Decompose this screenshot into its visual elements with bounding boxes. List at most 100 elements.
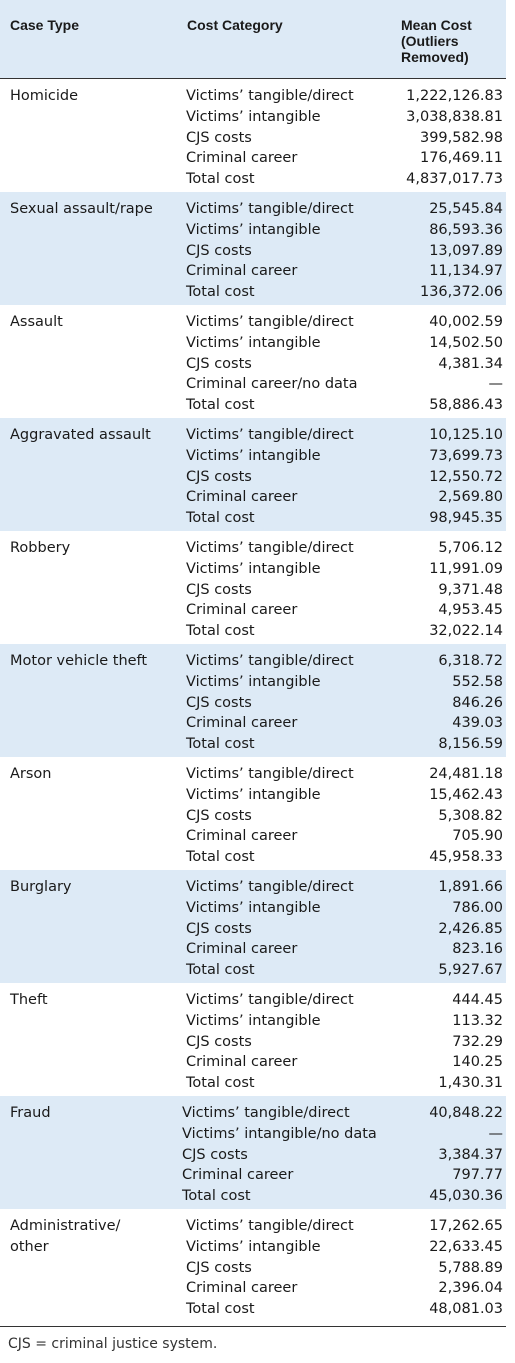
cost-table: Case Type Cost Category Mean Cost (Outli…	[0, 0, 506, 1327]
table-bottom-rule	[0, 1326, 506, 1327]
mean-cost-value: 4,953.45	[438, 602, 503, 619]
case-type-label: Aggravated assault	[10, 427, 151, 443]
cost-category-label: CJS costs	[186, 581, 252, 598]
mean-cost-value: 5,927.67	[438, 962, 503, 979]
cost-category-label: Victims’ tangible/direct	[186, 992, 354, 1008]
mean-cost-value: 140.25	[452, 1054, 503, 1071]
mean-cost-value: 797.77	[452, 1167, 503, 1184]
cost-category-label: Victims’ intangible	[186, 786, 321, 803]
mean-cost-value: 3,038,838.81	[406, 108, 503, 125]
cost-category-label: Victims’ intangible	[186, 447, 321, 464]
mean-cost-value: 58,886.43	[429, 397, 503, 414]
case-type-cell: Aggravated assault	[10, 425, 180, 446]
mean-cost-value: 40,848.22	[429, 1105, 503, 1121]
cost-category-cell: Victims’ tangible/direct Victims’ intangi…	[186, 651, 354, 755]
mean-cost-value: 552.58	[452, 673, 503, 690]
cost-category-label: Total cost	[186, 397, 255, 414]
cost-category-label: Victims’ intangible	[186, 1238, 321, 1255]
cost-category-label: CJS costs	[186, 355, 252, 372]
table-row-group: Theft Victims’ tangible/direct Victims’ in…	[0, 983, 506, 1096]
case-type-label: Theft	[10, 992, 48, 1008]
cost-category-cell: Victims’ tangible/direct Victims’ intangi…	[186, 538, 354, 642]
case-type-label: other	[10, 1238, 49, 1255]
mean-cost-value: 136,372.06	[419, 284, 503, 301]
cost-category-label: CJS costs	[186, 920, 252, 937]
cost-category-label: Total cost	[186, 849, 255, 866]
mean-cost-value: 25,545.84	[429, 201, 503, 217]
mean-cost-value: 40,002.59	[429, 314, 503, 330]
mean-cost-value: 4,837,017.73	[406, 171, 503, 188]
cost-category-label: Victims’ intangible	[186, 108, 321, 125]
case-type-cell: Theft	[10, 990, 180, 1011]
cost-category-label: Victims’ tangible/direct	[186, 314, 354, 330]
table-row-group: Sexual assault/rape Victims’ tangible/dir…	[0, 192, 506, 305]
cost-category-label: Victims’ tangible/direct	[186, 201, 354, 217]
cost-category-label: Criminal career	[186, 941, 298, 958]
mean-cost-value: 1,891.66	[438, 879, 503, 895]
mean-cost-cell: 25,545.84 86,593.36 13,097.89 11,134.97 136,…	[420, 199, 503, 303]
mean-cost-value: 786.00	[452, 899, 503, 916]
mean-cost-value: 5,706.12	[438, 540, 503, 556]
mean-cost-value: 98,945.35	[429, 510, 503, 527]
cost-category-label: Total cost	[186, 736, 255, 753]
cost-category-label: Victims’ tangible/direct	[186, 1218, 354, 1234]
cost-category-label: Victims’ intangible	[186, 673, 321, 690]
cost-category-label: Total cost	[182, 1188, 251, 1205]
cost-category-label: Victims’ tangible/direct	[186, 540, 354, 556]
mean-cost-cell: 40,002.59 14,502.50 4,381.34 — 58,886.43	[429, 312, 503, 416]
case-type-label: Robbery	[10, 540, 71, 556]
cost-category-label: Total cost	[186, 1075, 255, 1092]
cost-category-label: Total cost	[186, 1301, 255, 1318]
mean-cost-value: 2,569.80	[438, 489, 503, 506]
header-case-type: Case Type	[10, 17, 79, 33]
table-row-group: Arson Victims’ tangible/direct Victims’ in…	[0, 757, 506, 870]
mean-cost-cell: 24,481.18 15,462.43 5,308.82 705.90 45,958.3…	[429, 764, 503, 868]
mean-cost-value: 11,991.09	[429, 560, 503, 577]
mean-cost-value: 399,582.98	[419, 129, 503, 146]
mean-cost-value: 45,030.36	[429, 1188, 503, 1205]
mean-cost-value: 32,022.14	[429, 623, 503, 640]
header-mean-cost-line1: Mean Cost	[401, 17, 472, 33]
table-body: Homicide Victims’ tangible/direct Victims’…	[0, 79, 506, 1326]
cost-category-cell: Victims’ tangible/direct Victims’ intangi…	[186, 86, 354, 190]
cost-category-label: Criminal career	[186, 489, 298, 506]
footnote: CJS = criminal justice system.	[8, 1336, 218, 1352]
mean-cost-value: 3,384.37	[438, 1146, 503, 1163]
cost-category-cell: Victims’ tangible/direct Victims’ intangi…	[186, 764, 354, 868]
table-row-group: Burglary Victims’ tangible/direct Victims’…	[0, 870, 506, 983]
case-type-label: Motor vehicle theft	[10, 653, 148, 669]
mean-cost-value: 86,593.36	[429, 221, 503, 238]
cost-category-label: Total cost	[186, 962, 255, 979]
case-type-cell: Burglary	[10, 877, 180, 898]
header-mean-cost-line3: Removed)	[401, 49, 469, 65]
mean-cost-value: 113.32	[452, 1012, 503, 1029]
cost-category-label: CJS costs	[182, 1146, 248, 1163]
mean-cost-value: 6,318.72	[438, 653, 503, 669]
mean-cost-value: 2,396.04	[438, 1280, 503, 1297]
cost-category-label: Criminal career	[186, 715, 298, 732]
cost-category-label: Criminal career	[186, 828, 298, 845]
cost-category-label: Victims’ intangible/no data	[182, 1125, 377, 1142]
mean-cost-value: 5,788.89	[438, 1259, 503, 1276]
case-type-cell: Arson	[10, 764, 180, 785]
cost-category-label: CJS costs	[186, 129, 252, 146]
cost-category-label: Total cost	[186, 284, 255, 301]
cost-category-label: Criminal career	[186, 150, 298, 167]
cost-category-label: Criminal career	[182, 1167, 294, 1184]
mean-cost-value: 13,097.89	[429, 242, 503, 259]
mean-cost-value: 10,125.10	[429, 427, 503, 443]
cost-category-cell: Victims’ tangible/direct Victims’ intangi…	[182, 1103, 377, 1207]
mean-cost-value: 439.03	[452, 715, 503, 732]
case-type-cell: Administrative/other	[10, 1216, 180, 1258]
header-cost-category: Cost Category	[187, 17, 283, 33]
case-type-cell: Assault	[10, 312, 180, 333]
mean-cost-cell: 1,891.66 786.00 2,426.85 823.16 5,927.67	[438, 877, 503, 981]
mean-cost-value: 444.45	[452, 992, 503, 1008]
case-type-label: Burglary	[10, 879, 72, 895]
mean-cost-value: 11,134.97	[429, 263, 503, 280]
case-type-cell: Robbery	[10, 538, 180, 559]
mean-cost-value: 9,371.48	[438, 581, 503, 598]
case-type-cell: Fraud	[10, 1103, 180, 1124]
table-row-group: Assault Victims’ tangible/direct Victims’ …	[0, 305, 506, 418]
mean-cost-value: 5,308.82	[438, 807, 503, 824]
